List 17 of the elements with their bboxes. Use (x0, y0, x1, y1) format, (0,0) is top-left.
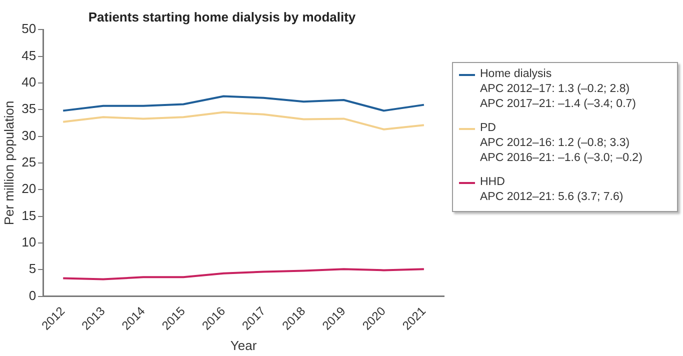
y-tick-label: 40 (22, 74, 36, 90)
y-tick-label: 10 (22, 234, 36, 250)
y-tick-label: 35 (22, 101, 36, 116)
legend-label: Home dialysis APC 2012–17: 1.3 (–0.2; 2.8) APC 2017–21: –1.4 (–3.4; 0.7) (479, 67, 637, 112)
y-tick-label: 45 (22, 48, 36, 63)
y-tick-label: 25 (22, 154, 36, 170)
y-tick-label: 20 (22, 181, 36, 196)
y-axis-title: Per million population (1, 100, 16, 226)
y-tick-label: 50 (22, 21, 36, 36)
legend-label: HHD APC 2012–21: 5.6 (3.7; 7.6) (479, 175, 624, 205)
x-axis-title: Year (230, 338, 258, 353)
y-tick-label: 15 (22, 208, 36, 223)
y-tick-label: 30 (22, 128, 36, 143)
legend-label: PD APC 2012–16: 1.2 (–0.8; 3.3) APC 2016–21: –1.6 (–3.0; –0.2) (479, 121, 644, 166)
y-tick-label: 0 (28, 288, 36, 303)
chart-title: Patients starting home dialysis by modality (88, 9, 356, 24)
y-tick-label: 5 (28, 261, 36, 276)
